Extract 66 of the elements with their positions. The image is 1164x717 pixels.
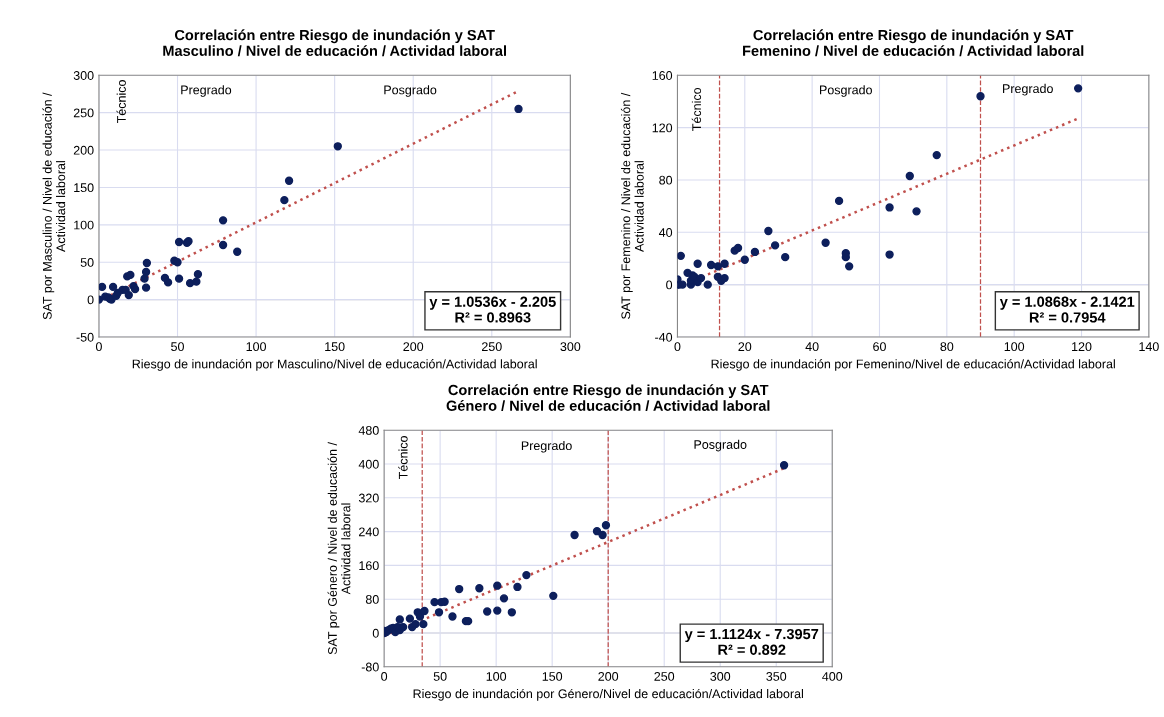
x-tick-label: 300 — [710, 672, 731, 681]
y-tick-label: 100 — [74, 220, 94, 230]
y-tick-label: 120 — [652, 123, 673, 133]
y-tick-label: 200 — [73, 145, 94, 155]
annotation: Pregrado — [181, 85, 232, 97]
y-axis-title: SAT por Masculino / Nivel de educación / Actividad laboral — [42, 92, 66, 320]
y-tick-label: 240 — [359, 527, 379, 537]
x-tick-label: 150 — [325, 342, 345, 352]
chart-title: Correlación entre Riesgo de inundación y SAT Género / Nivel de educación / Actividad laboral — [446, 384, 770, 412]
x-tick-label: 150 — [542, 672, 563, 681]
annotation: Pregrado — [1003, 83, 1053, 96]
x-axis-title: Riesgo de inundación por Masculino/Nivel de educación/Actividad laboral — [132, 359, 537, 371]
annotation: Posgrado — [820, 85, 872, 97]
x-tick-label: 350 — [766, 672, 787, 681]
x-tick-label: 80 — [940, 342, 954, 352]
annotation: Técnico — [398, 436, 408, 480]
x-tick-label: 250 — [481, 342, 502, 352]
y-tick-label: 160 — [359, 561, 379, 571]
y-tick-label: -40 — [655, 332, 673, 342]
x-tick-label: 100 — [486, 672, 507, 681]
x-axis-title: Riesgo de inundación por Femenino/Nivel de educación/Actividad laboral — [711, 359, 1115, 371]
y-tick-label: 150 — [74, 183, 94, 193]
x-tick-label: 300 — [560, 342, 581, 352]
chart-title: Correlación entre Riesgo de inundación y SAT Masculino / Nivel de educación / Actividad laboral — [163, 29, 506, 57]
x-tick-label: 20 — [738, 342, 752, 352]
y-tick-label: 0 — [666, 280, 673, 290]
x-tick-label: 60 — [873, 342, 886, 352]
x-tick-label: 200 — [598, 672, 619, 681]
y-tick-label: 400 — [358, 459, 379, 469]
x-axis-title: Riesgo de inundación por Género/Nivel de educación/Actividad laboral — [413, 688, 803, 701]
y-tick-label: 160 — [652, 71, 673, 80]
x-tick-label: 0 — [381, 672, 388, 681]
y-tick-label: 320 — [358, 493, 379, 503]
y-tick-label: 50 — [80, 258, 94, 267]
x-tick-label: 40 — [805, 342, 819, 352]
x-tick-label: 0 — [95, 342, 102, 352]
annotation: y = 1.0868x - 2.1421 R² = 0.7954 — [999, 296, 1135, 323]
annotation: y = 1.0536x - 2.205 R² = 0.8963 — [429, 296, 556, 323]
y-tick-label: 0 — [87, 295, 94, 305]
y-tick-label: 480 — [358, 426, 379, 435]
y-tick-label: 80 — [365, 595, 379, 604]
y-tick-label: 40 — [658, 228, 673, 237]
annotation: y = 1.1124x - 7.3957 R² = 0.892 — [684, 628, 819, 655]
x-tick-label: 0 — [674, 342, 681, 352]
x-tick-label: 100 — [246, 342, 267, 352]
y-tick-label: -80 — [361, 662, 379, 672]
x-tick-label: 400 — [822, 672, 843, 681]
y-tick-label: 300 — [73, 71, 94, 80]
y-tick-label: 250 — [73, 108, 94, 118]
x-tick-label: 100 — [1004, 342, 1025, 352]
annotation: Posgrado — [384, 85, 437, 97]
annotation: Pregrado — [521, 440, 572, 453]
y-axis-title: SAT por Género / Nivel de educación / Actividad laboral — [327, 442, 351, 655]
x-tick-label: 200 — [403, 342, 424, 352]
y-tick-label: -50 — [76, 332, 94, 342]
x-tick-label: 120 — [1072, 342, 1092, 352]
y-tick-label: 80 — [659, 175, 673, 185]
annotation: Técnico — [691, 87, 702, 131]
x-tick-label: 140 — [1139, 342, 1159, 352]
x-tick-label: 50 — [433, 672, 447, 681]
y-tick-label: 0 — [372, 628, 379, 638]
annotation: Posgrado — [694, 439, 747, 452]
x-tick-label: 50 — [171, 342, 184, 352]
chart-title: Correlación entre Riesgo de inundación y SAT Femenino / Nivel de educación / Actividad laboral — [743, 29, 1084, 57]
y-axis-title: SAT por Femenino / Nivel de educación / Actividad laboral — [620, 92, 644, 319]
annotation: Técnico — [116, 80, 126, 124]
